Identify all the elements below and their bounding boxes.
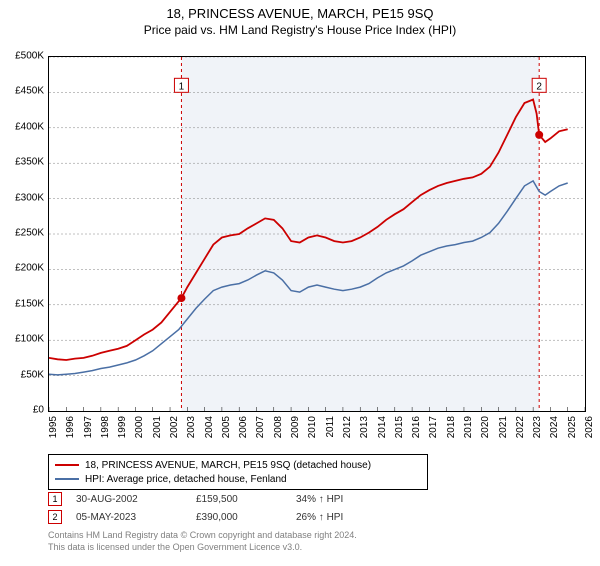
- x-tick-label: 2018: [446, 416, 457, 438]
- x-tick-label: 1999: [117, 416, 128, 438]
- svg-text:1: 1: [179, 81, 185, 92]
- y-tick-label: £350K: [15, 157, 44, 168]
- x-tick-label: 2006: [238, 416, 249, 438]
- sale-pct: 34% ↑ HPI: [296, 494, 376, 505]
- x-tick-label: 2001: [152, 416, 163, 438]
- plot-svg: 12: [49, 57, 585, 411]
- x-tick-label: 2016: [411, 416, 422, 438]
- sale-marker: 2: [48, 510, 62, 524]
- sale-marker: 1: [48, 492, 62, 506]
- x-tick-label: 2002: [169, 416, 180, 438]
- x-tick-label: 2021: [498, 416, 509, 438]
- y-tick-label: £100K: [15, 334, 44, 345]
- footer-text: Contains HM Land Registry data © Crown c…: [48, 530, 357, 553]
- x-tick-label: 2022: [515, 416, 526, 438]
- x-tick-label: 2005: [221, 416, 232, 438]
- x-axis: 1995 1996 1997 1998 1999 2000 2001 2002 2003 2004…: [48, 412, 586, 452]
- x-tick-label: 2025: [567, 416, 578, 438]
- x-tick-label: 2012: [342, 416, 353, 438]
- sales-table: 1 30-AUG-2002£159,50034% ↑ HPI 2 05-MAY-202…: [48, 490, 376, 526]
- x-tick-label: 2023: [532, 416, 543, 438]
- y-tick-label: £450K: [15, 86, 44, 97]
- x-tick-label: 2000: [134, 416, 145, 438]
- x-tick-label: 2010: [307, 416, 318, 438]
- x-tick-label: 1997: [83, 416, 94, 438]
- x-tick-label: 2017: [428, 416, 439, 438]
- x-tick-label: 2013: [359, 416, 370, 438]
- sale-date: 30-AUG-2002: [76, 494, 196, 505]
- x-tick-label: 1995: [48, 416, 59, 438]
- x-tick-label: 1998: [100, 416, 111, 438]
- legend-box: 18, PRINCESS AVENUE, MARCH, PE15 9SQ (de…: [48, 454, 428, 490]
- legend-label: HPI: Average price, detached house, Fenl…: [85, 474, 287, 485]
- footer-line2: This data is licensed under the Open Gov…: [48, 542, 357, 554]
- legend-item: HPI: Average price, detached house, Fenl…: [55, 472, 421, 486]
- x-tick-label: 2026: [584, 416, 595, 438]
- y-tick-label: £300K: [15, 192, 44, 203]
- x-tick-label: 2019: [463, 416, 474, 438]
- x-tick-label: 2015: [394, 416, 405, 438]
- x-tick-label: 2004: [204, 416, 215, 438]
- x-tick-label: 2011: [325, 416, 336, 438]
- x-tick-label: 2014: [377, 416, 388, 438]
- x-tick-label: 2008: [273, 416, 284, 438]
- y-tick-label: £500K: [15, 51, 44, 62]
- x-tick-label: 2024: [549, 416, 560, 438]
- svg-text:2: 2: [536, 81, 542, 92]
- chart-container: 18, PRINCESS AVENUE, MARCH, PE15 9SQ Pri…: [0, 6, 600, 566]
- y-tick-label: £150K: [15, 298, 44, 309]
- plot-area: 12: [48, 56, 586, 412]
- chart-title: 18, PRINCESS AVENUE, MARCH, PE15 9SQ: [0, 6, 600, 21]
- legend-swatch: [55, 478, 79, 480]
- sale-price: £159,500: [196, 494, 296, 505]
- x-tick-label: 1996: [65, 416, 76, 438]
- y-tick-label: £50K: [21, 369, 44, 380]
- x-tick-label: 2020: [480, 416, 491, 438]
- sale-row: 1 30-AUG-2002£159,50034% ↑ HPI: [48, 490, 376, 508]
- sale-date: 05-MAY-2023: [76, 512, 196, 523]
- footer-line1: Contains HM Land Registry data © Crown c…: [48, 530, 357, 542]
- x-tick-label: 2007: [255, 416, 266, 438]
- legend-label: 18, PRINCESS AVENUE, MARCH, PE15 9SQ (de…: [85, 460, 371, 471]
- legend-item: 18, PRINCESS AVENUE, MARCH, PE15 9SQ (de…: [55, 458, 421, 472]
- sale-pct: 26% ↑ HPI: [296, 512, 376, 523]
- y-tick-label: £0: [33, 405, 44, 416]
- y-axis: £0£50K£100K£150K£200K£250K£300K£350K£400…: [0, 56, 48, 412]
- y-tick-label: £400K: [15, 121, 44, 132]
- y-tick-label: £200K: [15, 263, 44, 274]
- x-tick-label: 2009: [290, 416, 301, 438]
- legend-swatch: [55, 464, 79, 466]
- y-tick-label: £250K: [15, 228, 44, 239]
- sale-row: 2 05-MAY-2023£390,00026% ↑ HPI: [48, 508, 376, 526]
- chart-subtitle: Price paid vs. HM Land Registry's House …: [0, 23, 600, 37]
- x-tick-label: 2003: [186, 416, 197, 438]
- sale-price: £390,000: [196, 512, 296, 523]
